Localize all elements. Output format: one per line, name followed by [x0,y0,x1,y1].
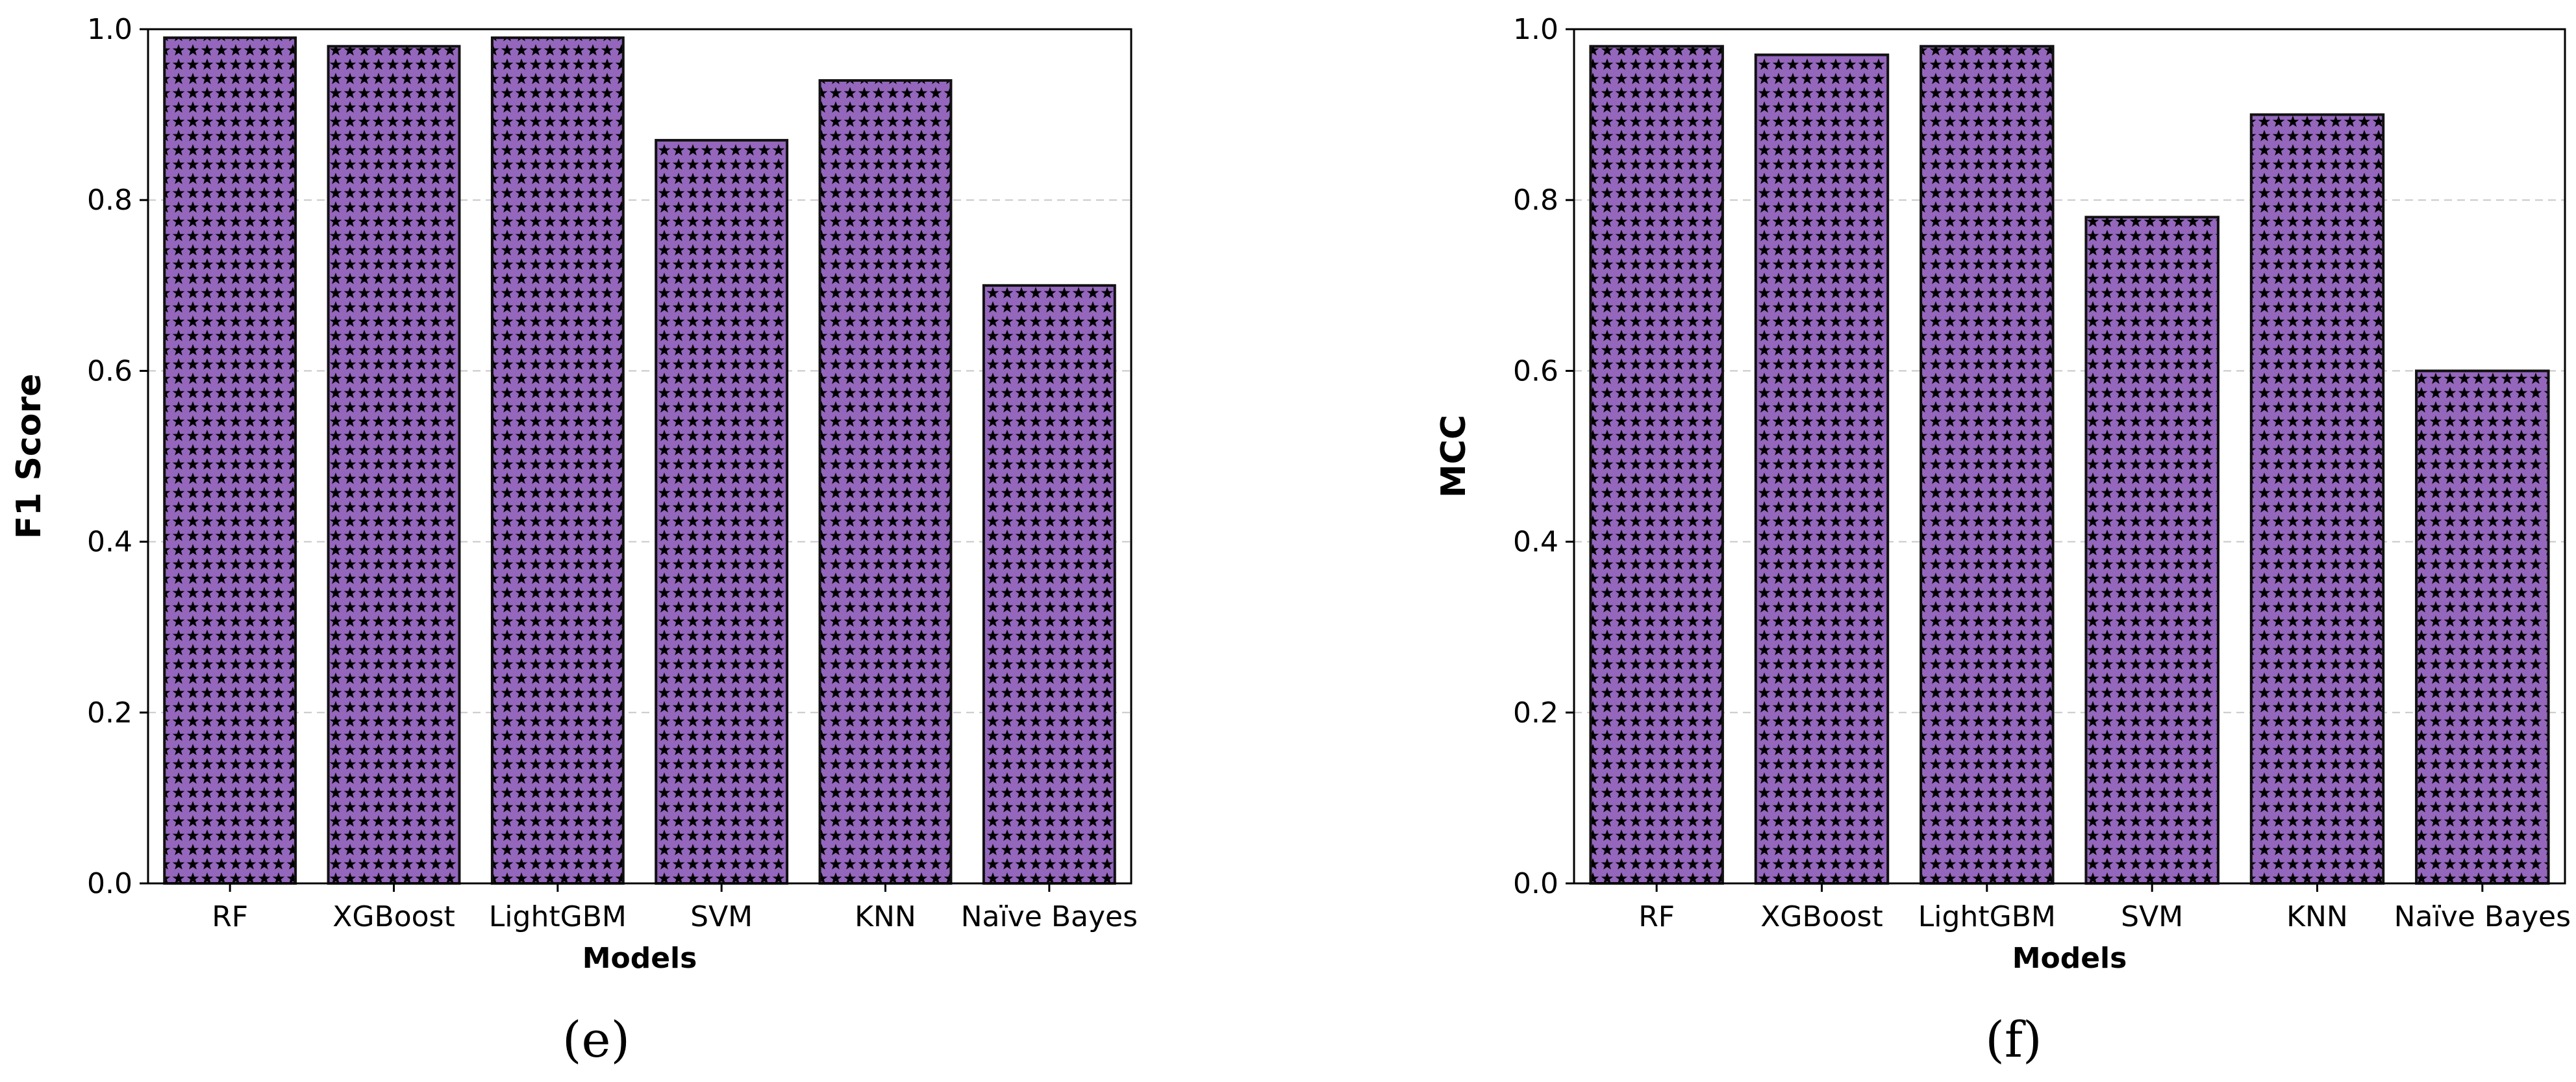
y-tick-label: 0.0 [1513,867,1558,900]
panel-label: (f) [1985,1011,2042,1068]
y-tick-label: 0.6 [1513,354,1558,387]
axes-frame [1573,28,2566,885]
x-ticks: RF XGBoost LightGBM SVM KNN Naïve Bayes [212,883,1138,933]
y-tick-label: 1.0 [1513,13,1558,46]
bars [1589,45,2550,885]
x-ticks: RF XGBoost LightGBM SVM KNN Naïve Bayes [1638,883,2571,933]
bar-xgboost [1754,53,1890,885]
chart-panel-f: 0.0 0.2 0.4 0.6 0.8 1.0 RF XGBoost LightGBM SVM K… [1434,13,2571,1068]
bar-lightgbm [490,36,625,885]
y-ticks: 0.0 0.2 0.4 0.6 0.8 1.0 [1513,13,1574,900]
x-tick-label: SVM [2121,900,2183,933]
x-axis-label: Models [582,942,697,975]
y-tick-label: 0.8 [1513,184,1558,217]
x-tick-label: KNN [2286,900,2348,933]
x-tick-label: SVM [690,900,753,933]
y-gridlines [148,199,1131,713]
x-tick-label: XGBoost [332,900,455,933]
x-axis-label: Models [2012,942,2127,975]
y-tick-label: 0.2 [87,696,132,730]
y-axis-label: F1 Score [10,374,49,539]
axes-frame [147,28,1132,885]
y-ticks: 0.0 0.2 0.4 0.6 0.8 1.0 [87,13,148,900]
panel-label: (e) [562,1011,630,1068]
x-tick-label: XGBoost [1760,900,1882,933]
bar-xgboost [327,45,461,885]
bars [163,36,1116,885]
chart-panel-e: 0.0 0.2 0.4 0.6 0.8 1.0 RF XGBoost LightGBM SVM K… [10,13,1138,1068]
bar-knn [818,79,953,885]
x-tick-label: LightGBM [489,900,627,933]
x-tick-label: Naïve Bayes [2394,900,2571,933]
bar-lightgbm [1919,45,2055,885]
bar-rf [163,36,297,885]
bar-rf [1589,45,1724,885]
bar-knn [2249,113,2385,885]
x-tick-label: KNN [855,900,916,933]
bar-na-ve-bayes [982,284,1116,885]
y-gridlines [1574,199,2565,713]
bar-na-ve-bayes [2415,369,2550,885]
bar-svm [2084,215,2220,885]
y-tick-label: 0.2 [1513,696,1558,730]
x-tick-label: Naïve Bayes [961,900,1138,933]
x-tick-label: LightGBM [1918,900,2056,933]
y-tick-label: 0.8 [87,184,132,217]
y-tick-label: 0.6 [87,354,132,387]
bar-svm [655,139,789,885]
x-tick-label: RF [1638,900,1675,933]
y-axis-label: MCC [1434,415,1473,498]
y-tick-label: 0.0 [87,867,132,900]
y-tick-label: 0.4 [87,526,132,559]
y-tick-label: 0.4 [1513,526,1558,559]
x-tick-label: RF [212,900,248,933]
y-tick-label: 1.0 [87,13,132,46]
